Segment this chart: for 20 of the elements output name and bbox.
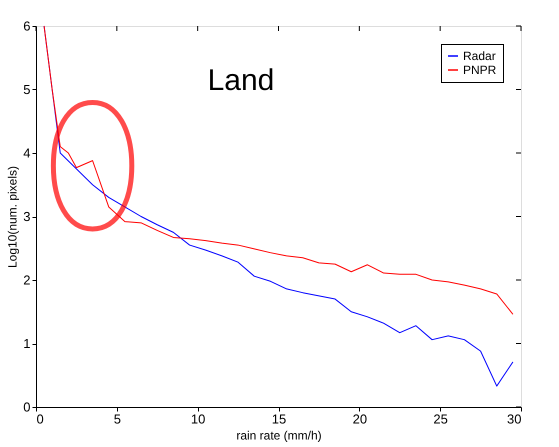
- x-tick-label: 15: [272, 412, 286, 426]
- y-tick-label: 2: [23, 272, 30, 288]
- y-tick-label: 5: [23, 82, 30, 97]
- annotation: Land: [208, 64, 274, 97]
- y-tick-label: 3: [23, 209, 30, 224]
- y-tick-label: 1: [23, 336, 30, 351]
- x-tick-label: 10: [190, 412, 206, 426]
- y-axis-title: Log10(num. pixels): [5, 166, 20, 268]
- x-tick-label: 25: [433, 412, 448, 426]
- y-tick-label: 6: [23, 18, 30, 34]
- legend-label: PNPR: [463, 63, 497, 77]
- y-tick-label: 0: [23, 400, 30, 414]
- x-tick-label: 0: [36, 412, 44, 426]
- legend-label: Radar: [463, 49, 496, 63]
- x-tick-label: 20: [352, 412, 368, 426]
- line-series: [44, 26, 514, 315]
- x-tick-label: 5: [114, 412, 121, 426]
- x-axis-title: rain rate (mm/h): [236, 428, 322, 442]
- y-tick-label: 4: [23, 146, 30, 160]
- x-tick-label: 30: [507, 412, 522, 426]
